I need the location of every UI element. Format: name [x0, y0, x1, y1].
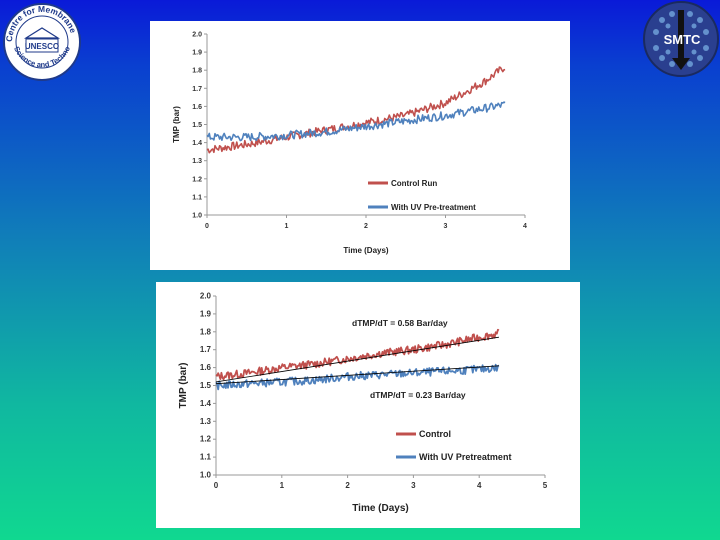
x-tick-label: 3 [444, 223, 448, 230]
y-tick-label: 1.1 [192, 194, 202, 201]
legend-label: With UV Pre-treatment [391, 203, 476, 212]
y-tick-label: 1.8 [192, 68, 202, 75]
y-tick-label: 1.3 [192, 158, 202, 165]
y-tick-label: 1.0 [192, 213, 202, 220]
y-axis-label: TMP (bar) [178, 363, 189, 409]
chart-annotation: dTMP/dT = 0.23 Bar/day [370, 390, 466, 400]
y-tick-label: 1.1 [200, 453, 212, 462]
y-tick-label: 1.2 [192, 176, 202, 183]
x-tick-label: 4 [477, 481, 482, 490]
y-tick-label: 1.5 [192, 122, 202, 129]
chart-panel-bottom: 1.0 1.1 1.2 1.3 1.4 1.5 1.6 1.7 1.8 1.9 2.0 0 1 2 3 4 5 T… [156, 282, 580, 528]
x-axis-label: Time (Days) [352, 503, 409, 514]
y-tick-label: 1.2 [200, 435, 212, 444]
legend-label: Control [419, 429, 451, 439]
x-axis-label: Time (Days) [343, 246, 389, 255]
y-tick-label: 1.6 [200, 363, 212, 372]
y-tick-label: 1.9 [192, 50, 202, 57]
y-tick-label: 1.6 [192, 104, 202, 111]
y-tick-label: 1.4 [200, 399, 212, 408]
y-tick-label: 2.0 [200, 292, 212, 301]
y-tick-label: 2.0 [192, 32, 202, 39]
chart-panel-top: 1.0 1.1 1.2 1.3 1.4 1.5 1.6 1.7 1.8 1.9 2.0 0 1 2 3 4 Ti… [150, 21, 570, 270]
chart-bottom: 1.0 1.1 1.2 1.3 1.4 1.5 1.6 1.7 1.8 1.9 2.0 0 1 2 3 4 5 T… [178, 292, 548, 515]
trend-line [215, 336, 500, 383]
legend-label: With UV Pretreatment [419, 452, 511, 462]
y-tick-label: 1.7 [192, 86, 202, 93]
x-tick-label: 5 [543, 481, 548, 490]
x-tick-label: 1 [285, 223, 289, 230]
logo-left-center-text: UNESCO [25, 42, 59, 51]
series-line [215, 363, 500, 391]
y-tick-label: 1.7 [200, 345, 212, 354]
y-tick-label: 1.8 [200, 327, 212, 336]
x-tick-label: 2 [345, 481, 350, 490]
chart-annotation: dTMP/dT = 0.58 Bar/day [352, 318, 448, 328]
x-tick-label: 3 [411, 481, 416, 490]
y-axis-label: TMP (bar) [172, 106, 181, 143]
y-tick-label: 1.4 [192, 140, 202, 147]
chart-top: 1.0 1.1 1.2 1.3 1.4 1.5 1.6 1.7 1.8 1.9 2.0 0 1 2 3 4 Ti… [172, 32, 527, 256]
x-tick-label: 0 [205, 223, 209, 230]
y-tick-label: 1.5 [200, 381, 212, 390]
cmst-logo: Centre for Membrane Science and Technolo… [0, 0, 82, 82]
x-tick-label: 1 [280, 481, 285, 490]
smtc-logo: SMTC [642, 0, 720, 78]
x-tick-label: 0 [214, 481, 219, 490]
y-tick-label: 1.3 [200, 417, 212, 426]
y-tick-label: 1.0 [200, 471, 212, 480]
legend-label: Control Run [391, 179, 437, 188]
series-line [206, 101, 506, 142]
logo-right-text: SMTC [664, 32, 701, 47]
x-tick-label: 4 [523, 223, 527, 230]
x-tick-label: 2 [364, 223, 368, 230]
trend-line [215, 365, 499, 385]
y-tick-label: 1.9 [200, 309, 212, 318]
